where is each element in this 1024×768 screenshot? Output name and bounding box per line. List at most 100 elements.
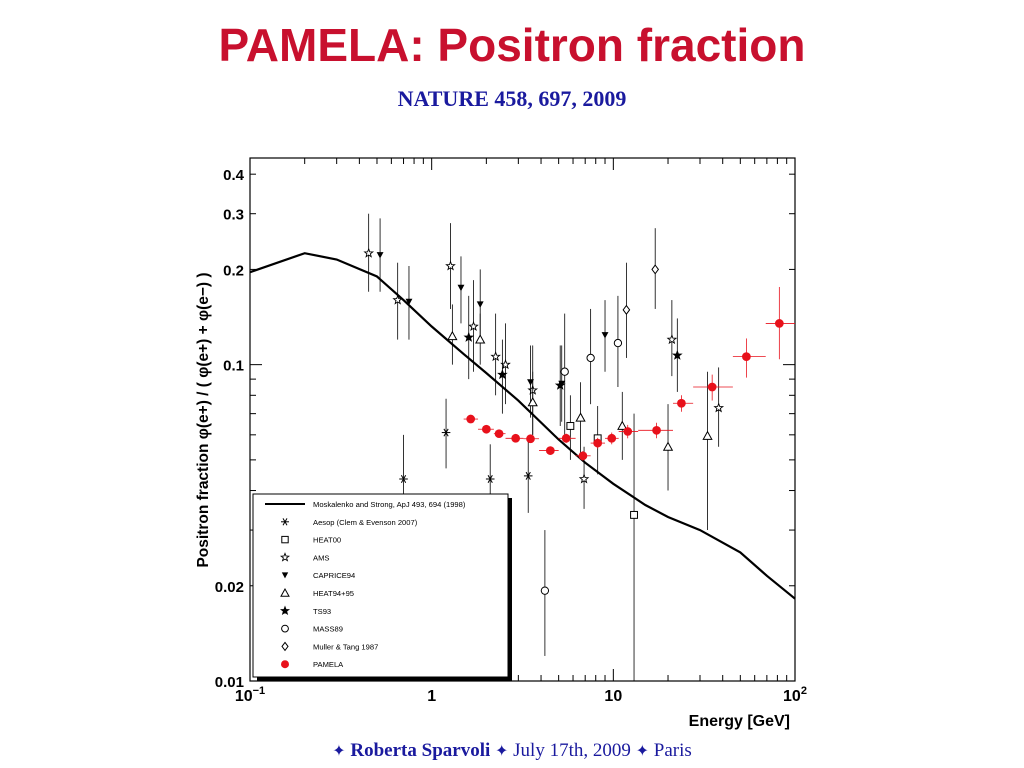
legend-entry: HEAT94+95 xyxy=(280,587,354,598)
open-star-marker xyxy=(279,552,291,562)
series-pamela xyxy=(463,286,795,461)
footer-separator: ✦ xyxy=(495,743,509,760)
open-triangle-marker xyxy=(662,441,674,451)
series-aesop-clem-evenson-2007 xyxy=(399,398,533,531)
x-tick-label: 10−1 xyxy=(235,685,265,705)
footer-place: Paris xyxy=(653,740,692,761)
filled-star-marker xyxy=(463,331,475,342)
filled-circle-marker xyxy=(511,433,521,443)
filled-circle-marker xyxy=(623,427,633,436)
open-triangle-marker xyxy=(702,430,713,440)
filled-triangle-down-marker xyxy=(457,284,465,292)
model-curve xyxy=(249,252,796,600)
filled-circle-marker xyxy=(677,398,686,408)
open-star-marker xyxy=(468,320,479,332)
asterisk-marker xyxy=(281,518,289,526)
open-square-marker xyxy=(566,422,575,430)
slide-title: PAMELA: Positron fraction xyxy=(218,19,806,71)
filled-circle-marker xyxy=(742,352,751,362)
filled-triangle-down-marker xyxy=(601,332,609,339)
filled-star-marker xyxy=(497,368,508,380)
footer-author: Roberta Sparvoli xyxy=(350,740,491,761)
open-triangle-marker xyxy=(617,420,628,430)
axis-ticks: 10−1 1 10 102 0.01 0.02 0.1 0.2 0.3 0.4 xyxy=(215,158,807,705)
filled-circle-marker xyxy=(774,319,784,328)
filled-circle-marker xyxy=(652,425,661,435)
asterisk-stroke xyxy=(487,475,493,483)
open-star-marker xyxy=(578,473,590,484)
open-triangle-marker xyxy=(447,330,458,341)
open-star-marker xyxy=(363,247,375,258)
legend-entry: HEAT00 xyxy=(281,535,341,545)
series-heat00 xyxy=(566,395,638,681)
series-moskalenko-and-strong-apj-493-694-1998 xyxy=(249,252,796,600)
y-tick-label: 0.01 xyxy=(215,674,244,691)
data-layer xyxy=(249,213,796,681)
open-triangle-marker xyxy=(527,397,538,407)
y-tick-label: 0.4 xyxy=(223,167,245,184)
asterisk-marker xyxy=(441,428,451,437)
filled-circle-marker xyxy=(578,451,588,461)
filled-circle-marker xyxy=(466,414,476,424)
y-axis-label: Positron fraction φ(e+) / ( φ(e+) + φ(e−… xyxy=(195,272,212,567)
open-triangle-marker xyxy=(475,334,486,344)
open-square-marker xyxy=(281,535,289,544)
filled-circle-marker xyxy=(561,433,571,443)
legend-label: Aesop (Clem & Evenson 2007) xyxy=(313,518,418,527)
legend-entry: Muller & Tang 1987 xyxy=(281,641,378,652)
y-tick-label: 0.1 xyxy=(223,358,244,375)
legend: Moskalenko and Strong, ApJ 493, 694 (199… xyxy=(252,493,512,681)
open-circle-marker xyxy=(613,338,623,348)
footer: ✦ Roberta Sparvoli ✦ July 17th, 2009 ✦ P… xyxy=(0,740,1024,762)
x-tick-label: 102 xyxy=(783,685,807,705)
legend-entry: MASS89 xyxy=(281,625,343,634)
series-ts93 xyxy=(463,295,683,426)
y-tick-label: 0.2 xyxy=(223,262,244,279)
legend-entry: AMS xyxy=(279,552,329,562)
legend-entry: CAPRICE94 xyxy=(281,571,355,580)
asterisk-stroke xyxy=(443,428,449,437)
footer-date: July 17th, 2009 xyxy=(513,740,631,761)
asterisk-marker xyxy=(399,475,408,483)
y-tick-label: 0.02 xyxy=(215,579,244,596)
filled-circle-marker xyxy=(526,434,535,444)
filled-circle-marker xyxy=(494,429,504,439)
open-triangle-marker xyxy=(280,587,290,597)
filled-star-marker xyxy=(554,379,566,390)
plot-frame xyxy=(249,157,796,682)
x-tick-label: 10 xyxy=(604,688,622,705)
legend-label: AMS xyxy=(313,553,329,562)
filled-triangle-down-marker xyxy=(476,301,484,308)
filled-circle-marker xyxy=(593,438,603,448)
filled-star-marker xyxy=(671,349,683,360)
filled-circle-marker xyxy=(707,382,717,392)
open-star-marker xyxy=(445,260,456,271)
filled-circle-marker xyxy=(281,660,289,669)
filled-triangle-down-marker xyxy=(376,252,384,259)
legend-label: PAMELA xyxy=(313,660,344,669)
series-caprice94 xyxy=(376,218,609,422)
open-square-marker xyxy=(630,510,638,519)
filled-triangle-down-marker xyxy=(405,298,413,306)
legend-entry: Aesop (Clem & Evenson 2007) xyxy=(281,518,418,527)
legend-label: MASS89 xyxy=(313,625,343,634)
legend-label: Muller & Tang 1987 xyxy=(313,642,378,651)
open-diamond-marker xyxy=(281,641,289,652)
x-tick-label: 1 xyxy=(427,688,436,705)
slide-subtitle: NATURE 458, 697, 2009 xyxy=(397,86,627,111)
filled-circle-marker xyxy=(481,424,491,434)
open-triangle-marker xyxy=(575,412,586,422)
open-star-marker xyxy=(490,350,501,362)
open-diamond-marker xyxy=(622,304,631,315)
open-star-marker xyxy=(713,402,725,413)
open-diamond-marker xyxy=(651,264,660,275)
filled-circle-marker xyxy=(607,433,617,443)
footer-separator: ✦ xyxy=(635,743,650,760)
positron-fraction-chart: 10−1 1 10 102 0.01 0.02 0.1 0.2 0.3 0.4 Positron … xyxy=(180,148,820,738)
legend-label: Moskalenko and Strong, ApJ 493, 694 (199… xyxy=(313,500,466,509)
footer-separator: ✦ xyxy=(332,743,346,760)
y-tick-label: 0.3 xyxy=(223,207,244,224)
asterisk-stroke xyxy=(525,471,531,480)
legend-label: TS93 xyxy=(313,607,331,616)
legend-entry: TS93 xyxy=(279,605,331,616)
